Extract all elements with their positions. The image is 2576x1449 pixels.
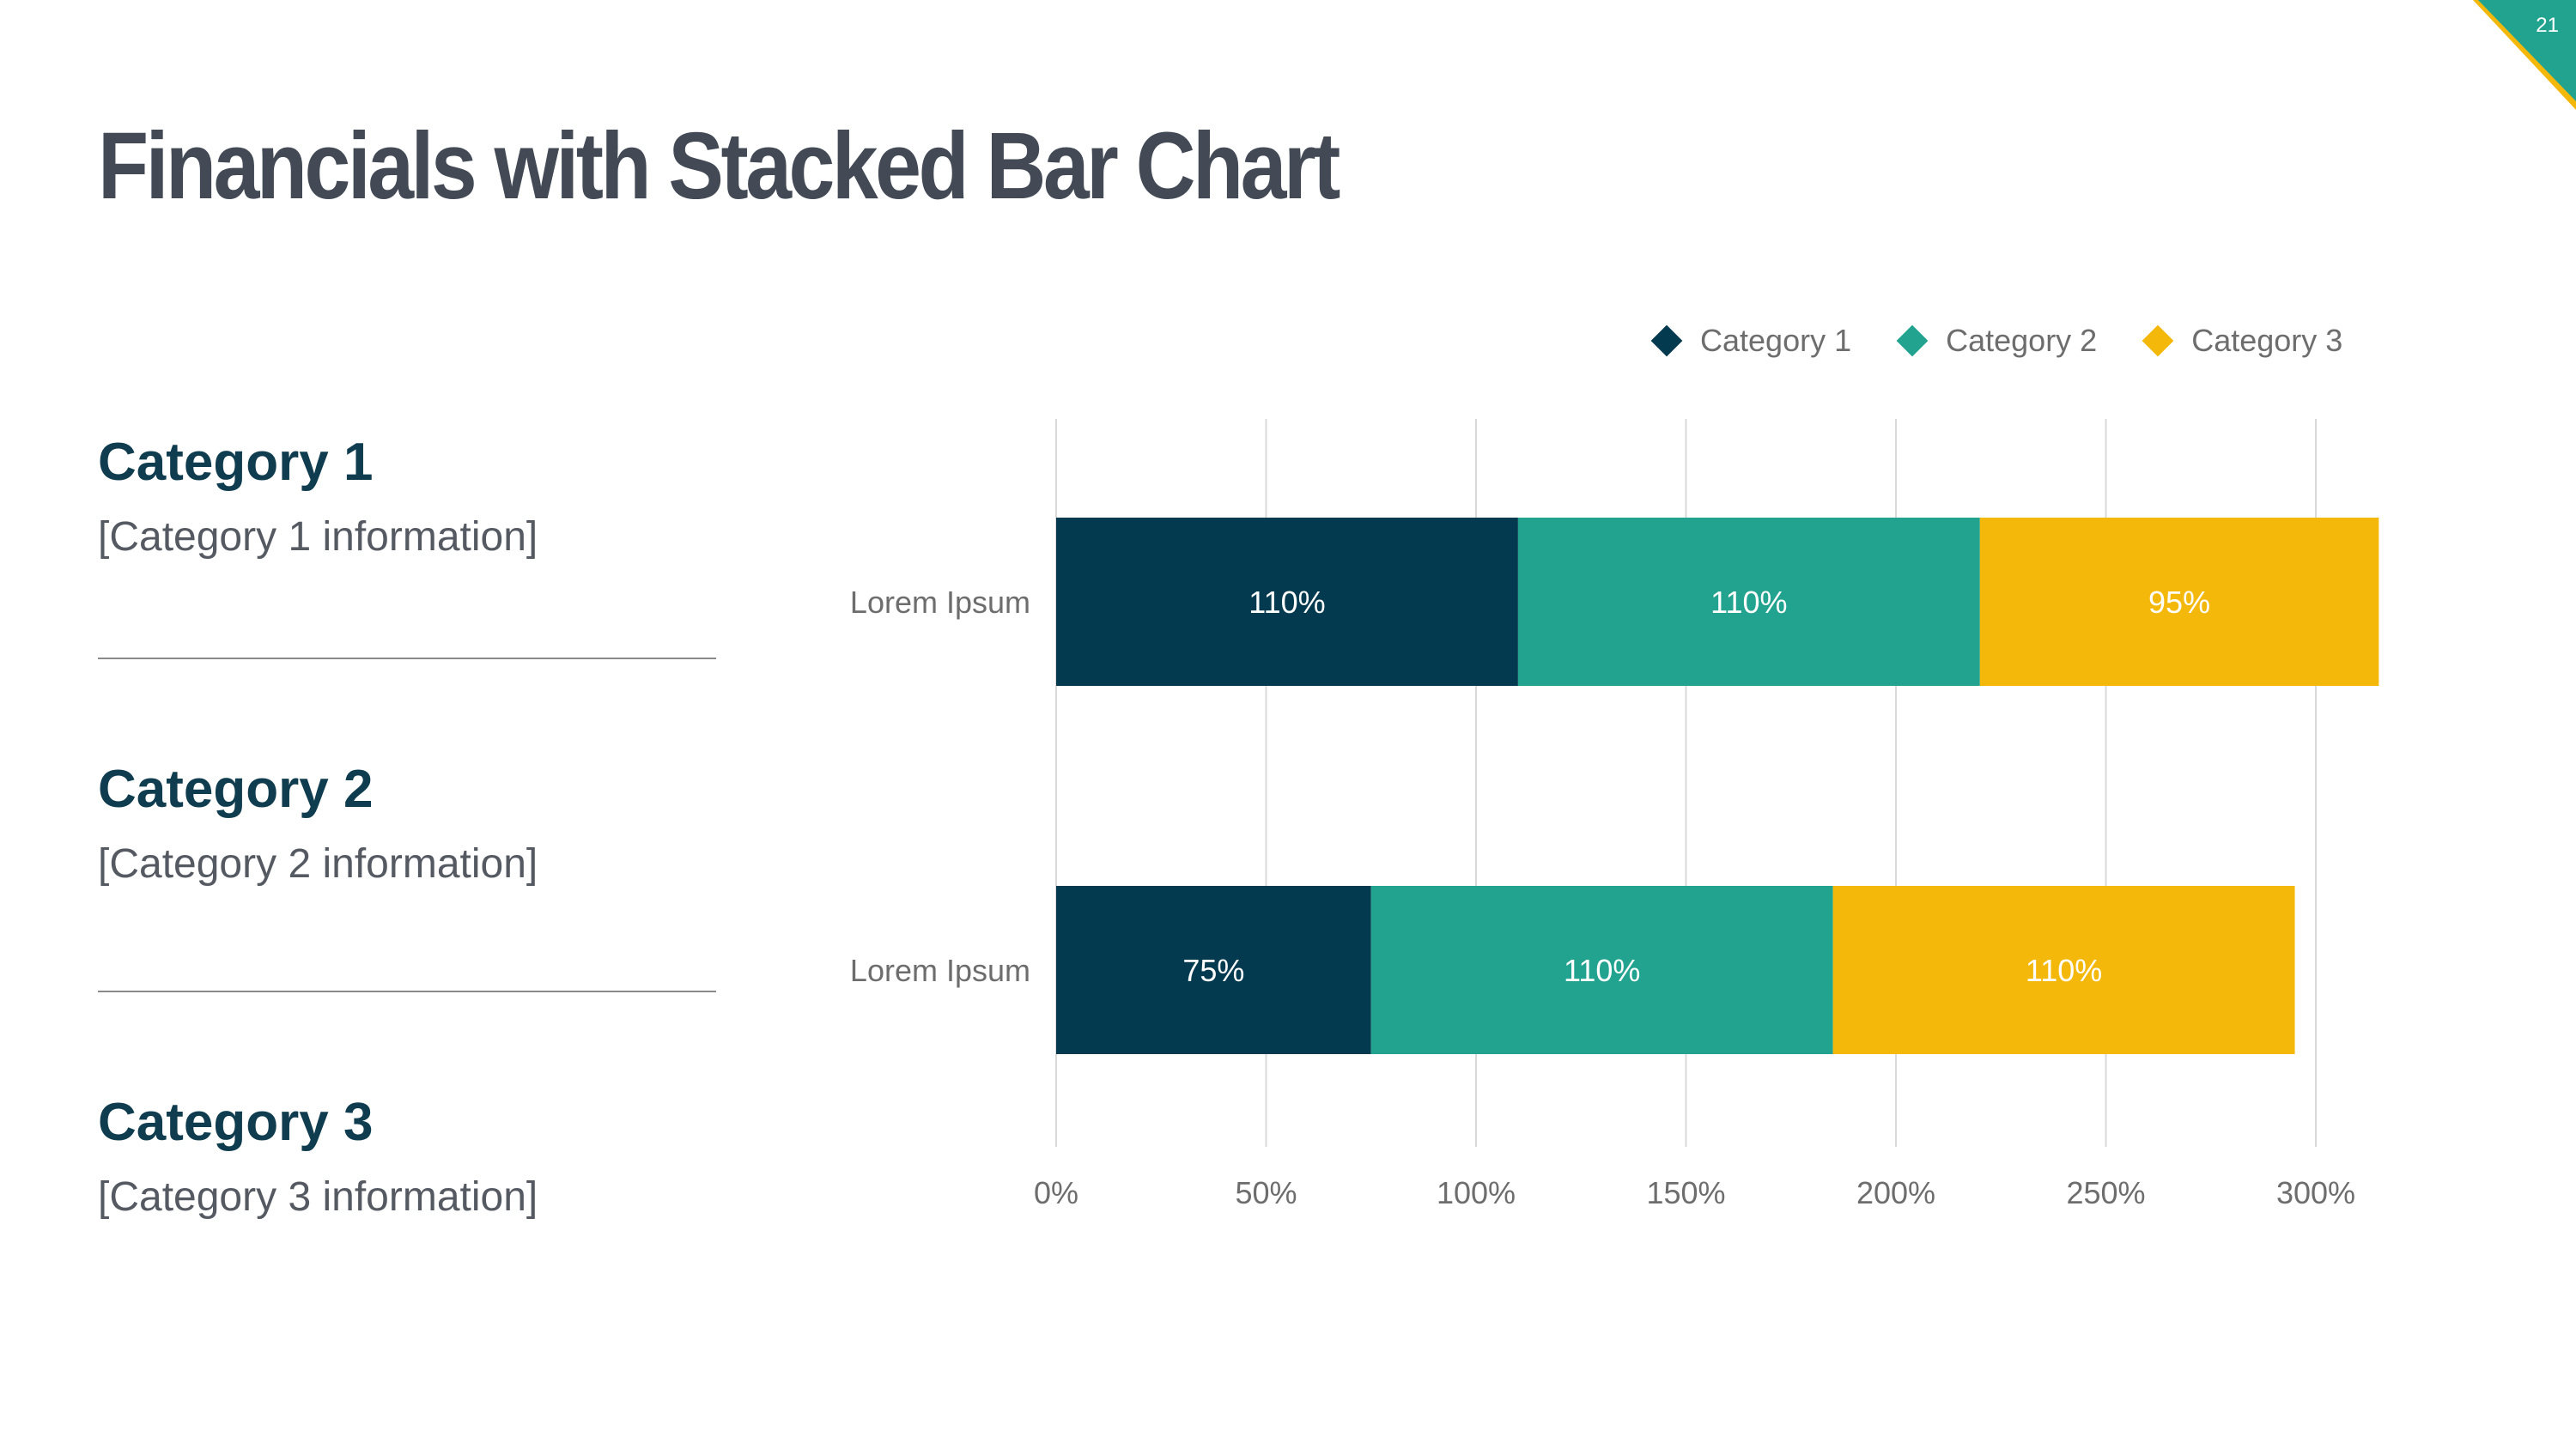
bar-segment	[1517, 518, 1980, 686]
x-tick-label: 200%	[1856, 1175, 1935, 1210]
bar-segment	[1056, 886, 1371, 1054]
data-label: 110%	[1249, 585, 1325, 620]
x-tick-label: 150%	[1646, 1175, 1725, 1210]
category-3-block: Category 3 [Category 3 information]	[98, 1096, 716, 1218]
data-label: 110%	[1710, 585, 1787, 620]
legend-item-category-1: Category 1	[1650, 323, 1852, 359]
category-1-block: Category 1 [Category 1 information]	[98, 436, 716, 558]
bar-segment	[1370, 886, 1833, 1054]
category-3-title: Category 3	[98, 1093, 374, 1152]
category-axis-label: Lorem Ipsum	[850, 585, 1030, 620]
legend-label: Category 3	[2191, 323, 2343, 358]
x-tick-label: 0%	[1034, 1175, 1078, 1210]
chart-legend: Category 1 Category 2 Category 3	[1650, 319, 2343, 362]
bar-segment	[1979, 518, 2379, 686]
category-1-title: Category 1	[98, 433, 374, 492]
data-label: 110%	[1564, 953, 1640, 988]
divider-2	[98, 991, 716, 992]
x-tick-label: 100%	[1437, 1175, 1516, 1210]
category-2-info: [Category 2 information]	[98, 841, 538, 887]
category-1-info: [Category 1 information]	[98, 514, 538, 560]
category-axis-label: Lorem Ipsum	[850, 953, 1030, 988]
category-2-block: Category 2 [Category 2 information]	[98, 763, 716, 885]
x-tick-label: 50%	[1235, 1175, 1297, 1210]
category-3-info: [Category 3 information]	[98, 1174, 538, 1220]
legend-label: Category 1	[1700, 323, 1852, 358]
category-2-title: Category 2	[98, 760, 374, 819]
data-label: 110%	[2026, 953, 2102, 988]
corner-decoration	[2473, 0, 2576, 110]
legend-item-category-2: Category 2	[1896, 323, 2098, 359]
legend-item-category-3: Category 3	[2142, 323, 2343, 359]
bar-segment	[1832, 886, 2295, 1054]
legend-label: Category 2	[1946, 323, 2098, 358]
page-title: Financials with Stacked Bar Chart	[98, 113, 1340, 219]
divider-1	[98, 658, 716, 659]
data-label: 75%	[1182, 953, 1244, 988]
data-label: 95%	[2148, 585, 2210, 620]
bar-segment	[1056, 518, 1518, 686]
x-tick-label: 300%	[2276, 1175, 2355, 1210]
slide-number: 21	[2536, 14, 2559, 37]
x-tick-label: 250%	[2066, 1175, 2145, 1210]
